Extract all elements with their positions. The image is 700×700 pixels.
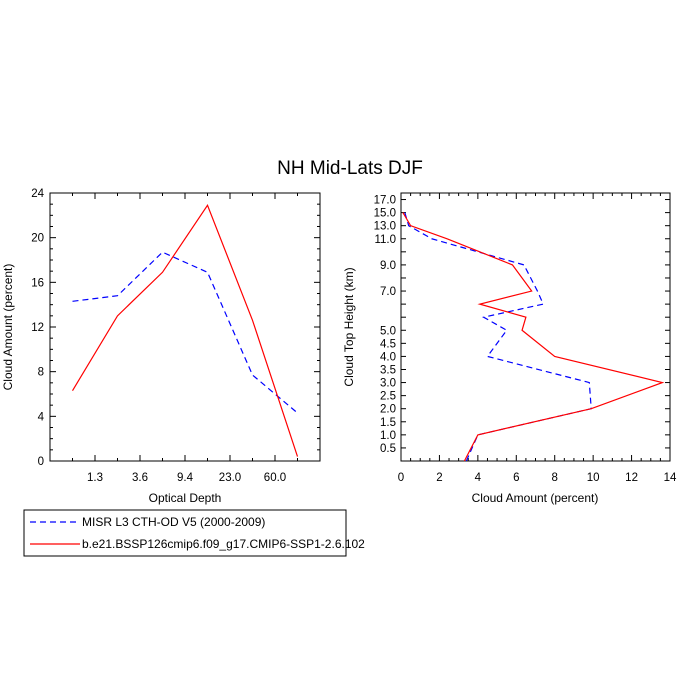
right-y-tick-label: 9.0 (380, 260, 396, 272)
left-x-tick-label: 60.0 (264, 472, 286, 484)
left-y-tick-label: 0 (38, 456, 44, 468)
right-x-tick-label: 10 (587, 472, 600, 484)
left-plot-frame (49, 192, 321, 462)
left-series-line-1 (71, 203, 299, 457)
right-x-tick-label: 0 (398, 472, 404, 484)
left-y-tick-label: 24 (31, 188, 44, 200)
left-y-tick-label: 20 (31, 233, 44, 245)
legend-label-misr: MISR L3 CTH-OD V5 (2000-2009) (82, 515, 265, 529)
right-series-line-0 (404, 212, 592, 462)
right-y-tick-label: 3.0 (380, 378, 396, 390)
right-y-axis-label: Cloud Top Height (km) (342, 267, 356, 386)
right-y-tick-label: 2.5 (380, 391, 396, 403)
left-x-tick-label: 1.3 (87, 472, 103, 484)
right-y-tick-label: 1.5 (380, 417, 396, 429)
right-y-tick-label: 3.5 (380, 364, 396, 376)
legend: MISR L3 CTH-OD V5 (2000-2009) b.e21.BSSP… (23, 509, 365, 557)
left-series-line-0 (72, 251, 298, 414)
chart-title: NH Mid-Lats DJF (277, 158, 423, 179)
left-y-axis-label: Cloud Amount (percent) (1, 264, 15, 391)
right-y-tick-label: 4.5 (380, 338, 396, 350)
legend-box (23, 509, 347, 557)
right-series-line-1 (402, 212, 665, 462)
right-plot-frame (400, 192, 671, 462)
cloud-top-height-panel: 0.51.01.52.02.53.0 3.54.04.55.0 7.0 9.0 11.0… (342, 192, 677, 505)
right-y-tick-label: 0.5 (380, 443, 396, 455)
left-x-tick-label: 3.6 (132, 472, 148, 484)
left-y-tick-label: 4 (38, 411, 45, 423)
right-y-tick-label: 11.0 (374, 234, 396, 246)
left-x-axis-label: Optical Depth (149, 491, 222, 505)
left-y-tick-label: 12 (31, 322, 44, 334)
left-y-tick-label: 8 (38, 367, 44, 379)
right-y-tick-label: 5.0 (380, 325, 396, 337)
legend-label-model: b.e21.BSSP126cmip6.f09_g17.CMIP6-SSP1-2.… (82, 537, 365, 551)
right-y-tick-label: 17.0 (374, 195, 396, 207)
left-x-tick-label: 9.4 (177, 472, 194, 484)
right-x-axis-label: Cloud Amount (percent) (472, 491, 599, 505)
right-y-tick-label: 1.0 (380, 430, 396, 442)
right-x-tick-label: 12 (625, 472, 638, 484)
right-y-tick-label: 4.0 (380, 351, 396, 363)
right-x-tick-label: 4 (475, 472, 482, 484)
right-y-tick-label: 2.0 (380, 404, 396, 416)
right-x-tick-label: 14 (664, 472, 677, 484)
left-y-tick-label: 16 (31, 277, 44, 289)
optical-depth-panel: 1.3 3.6 9.4 23.0 60.0 0 4 8 12 16 20 24 Optical Dep… (1, 188, 321, 505)
right-y-tick-label: 13.0 (374, 221, 396, 233)
right-x-tick-label: 6 (513, 472, 519, 484)
right-x-tick-label: 2 (436, 472, 442, 484)
right-y-tick-label: 15.0 (374, 208, 396, 220)
left-x-tick-label: 23.0 (219, 472, 241, 484)
right-x-tick-label: 8 (552, 472, 558, 484)
right-y-tick-label: 7.0 (380, 286, 396, 298)
